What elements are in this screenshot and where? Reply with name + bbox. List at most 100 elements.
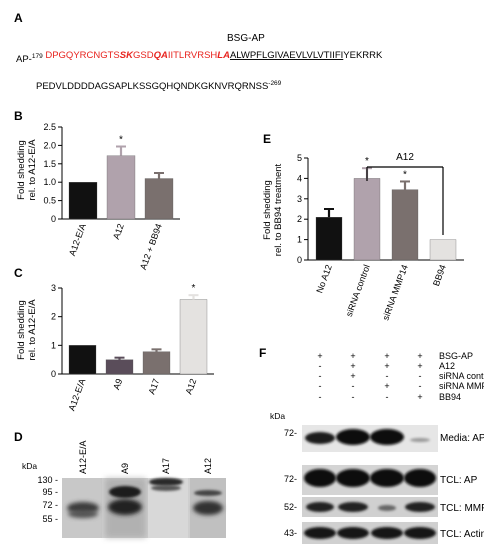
y-tick-label: 2.0 <box>43 140 56 150</box>
panel-d-letter: D <box>14 430 23 444</box>
bracket-label: A12 <box>396 152 414 163</box>
y-tick-label: 2 <box>297 214 302 224</box>
y-tick-label: 1 <box>51 340 56 350</box>
category-label: A9 <box>111 377 124 391</box>
sequence-segment: GSD <box>133 50 154 61</box>
blot-f-band <box>338 502 368 512</box>
chart-b: 0 0.5 1.0 1.5 2.0 2.5 Fold sheddingrel. to A12… <box>16 122 180 271</box>
treatment-sign: + <box>417 351 422 361</box>
category-label: A12-E/A <box>67 222 88 257</box>
treatment-label: A12 <box>439 361 455 371</box>
blot-f-marker: 43- <box>284 528 297 538</box>
blot-f-band <box>370 429 404 445</box>
blot-f-labels: ++++BSG-AP-+++A12-+--siRNA control--+-si… <box>284 351 484 540</box>
treatment-sign: - <box>319 361 322 371</box>
blot-f-band <box>336 429 370 445</box>
treatment-label: BSG-AP <box>439 351 473 361</box>
blot-f-band <box>371 527 403 539</box>
blot-f-label: TCL: Actin <box>440 529 484 540</box>
blot-f-band <box>405 502 435 512</box>
blot-d-labels: A12-E/A A9 A17 A12 130 - 95 - 72 - 55 - <box>37 440 213 524</box>
treatment-sign: + <box>384 351 389 361</box>
treatment-sign: + <box>384 381 389 391</box>
panel-b-letter: B <box>14 109 23 123</box>
bar <box>105 359 134 375</box>
treatment-sign: + <box>384 361 389 371</box>
blot-d-band <box>108 499 142 515</box>
blot-f-band <box>306 502 334 512</box>
y-tick-label: 1 <box>297 235 302 245</box>
blot-f-band <box>304 469 336 487</box>
blot-f-band <box>404 527 436 539</box>
sequence-segment: LA <box>217 50 230 61</box>
sequence-line-1: AP-179 DPGQYRCNGTSSKGSDQAIITLRVRSHLAALWP… <box>16 50 383 65</box>
sequence-segment: DPGQYRCNGTS <box>45 50 119 61</box>
y-axis-label: Fold sheddingrel. to A12-E/A <box>16 139 38 201</box>
treatment-sign: + <box>350 361 355 371</box>
blot-f-band <box>336 469 370 487</box>
blot-d-band <box>194 490 222 496</box>
blot-f-actin-membrane <box>302 522 438 544</box>
blot-f-label: TCL: AP <box>440 475 478 486</box>
y-tick-label: 3 <box>297 194 302 204</box>
bar <box>315 217 343 261</box>
blot-f-marker: 72- <box>284 428 297 438</box>
bar <box>68 345 97 375</box>
blot-f-band <box>370 469 404 487</box>
blot-d-band <box>68 510 98 518</box>
y-tick-label: 1.0 <box>43 177 56 187</box>
treatment-sign: + <box>317 351 322 361</box>
blot-d <box>62 478 226 538</box>
bar <box>144 178 174 220</box>
category-label: A12 <box>184 377 199 395</box>
y-axis-label: Fold sheddingrel. to BB94 treatment <box>262 163 284 256</box>
panel-a-letter: A <box>14 11 23 25</box>
blot-f-band <box>337 527 369 539</box>
bar <box>391 189 419 261</box>
treatment-sign: - <box>319 381 322 391</box>
y-tick-label: 0.5 <box>43 196 56 206</box>
treatment-sign: - <box>419 371 422 381</box>
blot-d-band <box>151 485 181 491</box>
sequence-segment: YEKRRK <box>343 50 383 61</box>
blot-d-marker: 95 - <box>42 487 58 497</box>
panel-f-letter: F <box>259 346 266 360</box>
treatment-label: siRNA control <box>439 371 484 381</box>
y-tick-label: 1.5 <box>43 159 56 169</box>
treatment-sign: - <box>352 381 355 391</box>
sequence-line-2: PEDVLDDDDAGSAPLKSSGQHQNDKGKNVRQRNSS-269 <box>36 80 282 92</box>
treatment-sign: + <box>350 351 355 361</box>
blot-f-label: TCL: MMP14 <box>440 503 484 514</box>
treatment-sign: - <box>386 371 389 381</box>
sequence-end-sup: -269 <box>268 80 281 87</box>
treatment-sign: - <box>386 392 389 402</box>
sequence-line-2-text: PEDVLDDDDAGSAPLKSSGQHQNDKGKNVRQRNSS <box>36 81 268 92</box>
y-tick-label: 5 <box>297 153 302 163</box>
category-label: A12-E/A <box>67 377 88 412</box>
sequence-start-sup: 179 <box>32 53 43 60</box>
y-tick-label: 2 <box>51 312 56 322</box>
blot-d-marker: 72 - <box>42 500 58 510</box>
y-tick-label: 2.5 <box>43 122 56 132</box>
sequence-prefix: AP- <box>16 54 32 65</box>
category-label: A17 <box>147 377 162 395</box>
treatment-sign: + <box>417 392 422 402</box>
y-axis-label: Fold sheddingrel. to A12-E/A <box>16 299 38 361</box>
sequence-segment: QA <box>154 50 168 61</box>
blot-f-band <box>305 432 335 444</box>
y-tick-label: 0 <box>51 214 56 224</box>
sequence-segment: ALWPFLGIVAEVLVLVTIIFI <box>230 50 343 61</box>
blot-f <box>302 425 438 544</box>
blot-d-marker: 55 - <box>42 514 58 524</box>
blot-f-band <box>304 527 336 539</box>
treatment-sign: + <box>350 371 355 381</box>
panel-d-kda: kDa <box>22 461 37 471</box>
category-label: No A12 <box>314 263 333 294</box>
chart-c: 0 1 2 3 Fold sheddingrel. to A12-E/A A12-E/A A… <box>16 283 214 412</box>
y-tick-label: 3 <box>51 283 56 293</box>
significance-marker: * <box>403 169 407 180</box>
chart-e: 0 1 2 3 4 5 Fold sheddingrel. to BB94 treatmen… <box>262 152 464 322</box>
blot-d-band <box>193 501 223 515</box>
treatment-sign: + <box>417 361 422 371</box>
